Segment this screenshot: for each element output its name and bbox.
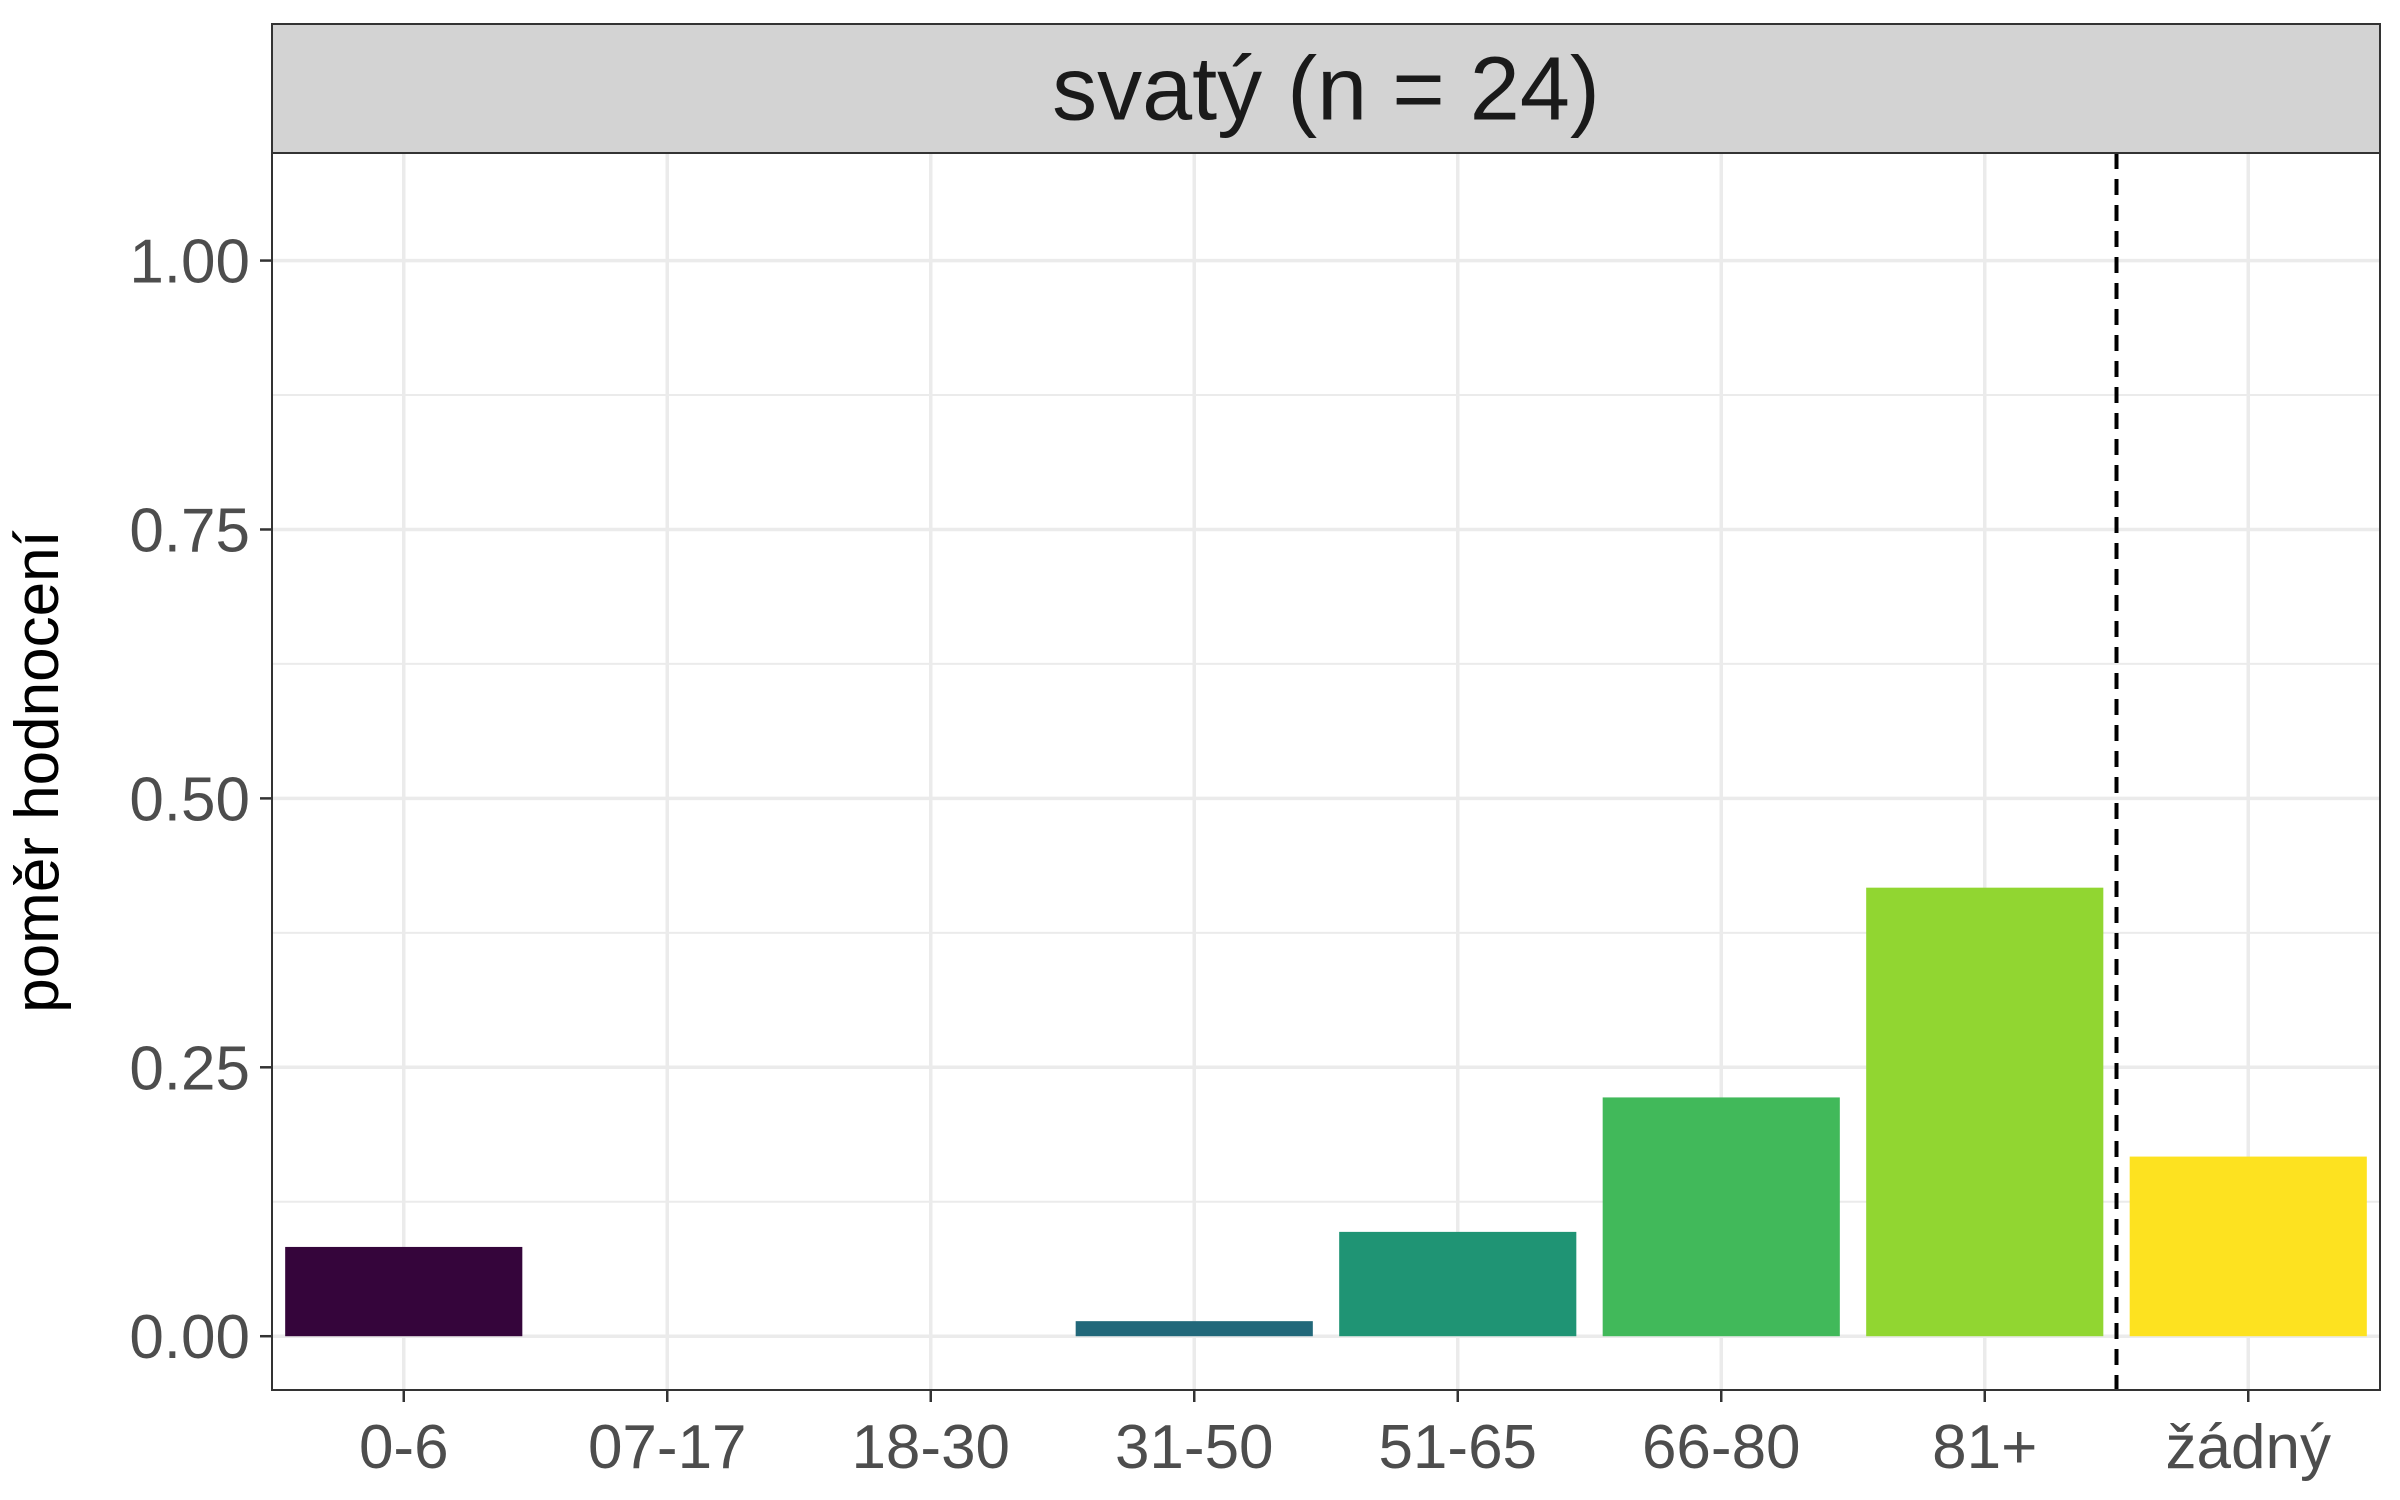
facet-strip-title: svatý (n = 24) (1052, 40, 1600, 140)
bar-31-50 (1075, 1321, 1313, 1337)
bar-51-65 (1339, 1231, 1577, 1337)
x-axis-ticks: 0-6 07-17 18-30 31-50 51-65 66-80 81+ žádný (359, 1390, 2331, 1482)
x-tick-label: 31-50 (1115, 1413, 1274, 1482)
x-tick-label: žádný (2166, 1413, 2331, 1482)
x-tick-label: 0-6 (359, 1413, 449, 1482)
y-tick-label: 0.50 (129, 765, 250, 834)
grid-major-lines (272, 153, 2380, 1390)
y-axis-ticks: 0.00 0.25 0.50 0.75 1.00 (129, 228, 272, 1372)
y-axis-label: poměr hodnocení (3, 530, 72, 1013)
bar-žádný (2129, 1156, 2367, 1337)
y-tick-label: 0.00 (129, 1303, 250, 1372)
y-tick-label: 1.00 (129, 228, 250, 297)
x-tick-label: 18-30 (851, 1413, 1010, 1482)
bar-81+ (1866, 887, 2104, 1337)
bar-0-6 (285, 1246, 523, 1337)
x-tick-label: 66-80 (1642, 1413, 1801, 1482)
y-tick-label: 0.75 (129, 496, 250, 565)
facet-strip (271, 23, 2381, 154)
x-tick-label: 51-65 (1378, 1413, 1537, 1482)
x-tick-label: 81+ (1932, 1413, 2037, 1482)
y-tick-label: 0.25 (129, 1034, 250, 1103)
bar-66-80 (1602, 1097, 1840, 1337)
x-tick-label: 07-17 (588, 1413, 747, 1482)
bars (285, 887, 2367, 1337)
